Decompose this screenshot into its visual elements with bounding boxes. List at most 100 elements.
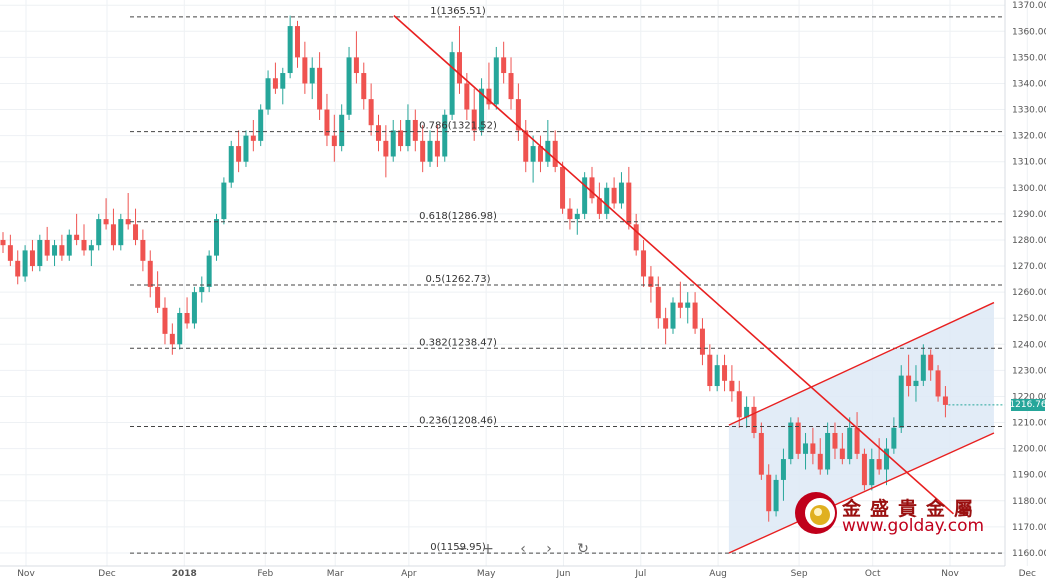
trend-lines (393, 15, 1005, 554)
candle-body (361, 73, 367, 100)
candle-body (523, 130, 529, 162)
candle-body (74, 234, 80, 240)
x-tick-label: Nov (941, 569, 959, 578)
candle-body (935, 370, 941, 397)
candle-body (405, 119, 411, 147)
candle-body (641, 250, 647, 277)
candle-body (29, 250, 35, 267)
candle-body (147, 260, 153, 287)
candle-body (707, 354, 713, 387)
x-tick-label: May (477, 569, 496, 578)
x-tick-label: Sep (791, 569, 808, 578)
x-tick-label: 2018 (172, 569, 197, 578)
y-tick-label: 1200.00 (1012, 445, 1046, 455)
candle-body (839, 448, 845, 460)
y-tick-label: 1270.00 (1012, 262, 1046, 272)
y-tick-label: 1310.00 (1012, 158, 1046, 168)
candle-body (832, 432, 838, 449)
reset-chart-button[interactable]: ↻ (577, 541, 589, 557)
candle-body (265, 78, 271, 110)
candle-body (677, 302, 683, 308)
zoom-out-button[interactable]: − (456, 541, 468, 557)
candle-body (618, 182, 624, 204)
x-tick-label: Aug (709, 569, 727, 578)
channel-fill (728, 302, 994, 553)
candle-body (685, 302, 691, 308)
y-tick-label: 1160.00 (1012, 549, 1046, 559)
y-tick-label: 1280.00 (1012, 236, 1046, 246)
candle-body (81, 239, 87, 251)
candle-body (884, 448, 890, 470)
y-tick-label: 1320.00 (1012, 132, 1046, 142)
candle-body (530, 146, 536, 162)
fib-level-label: 1(1365.51) (430, 6, 486, 17)
candle-body (177, 312, 183, 345)
zoom-in-button[interactable]: + (482, 541, 494, 557)
channel-area (728, 302, 994, 553)
x-axis: Nov Dec 2018 Feb Mar Apr May Jun Jul Aug Sep Oct Nov… (0, 565, 1036, 578)
candle-body (15, 260, 21, 277)
candle-body (427, 140, 433, 162)
y-tick-label: 1240.00 (1012, 340, 1046, 350)
candle-body (545, 140, 551, 162)
candle-body (287, 26, 293, 74)
candle-body (898, 375, 904, 428)
candle-body (788, 422, 794, 460)
candle-body (501, 57, 507, 74)
candle-body (891, 427, 897, 449)
candle-body (876, 459, 882, 470)
y-tick-label: 1170.00 (1012, 523, 1046, 533)
y-tick-label: 1260.00 (1012, 288, 1046, 298)
y-tick-label: 1180.00 (1012, 497, 1046, 507)
candle-body (508, 73, 514, 100)
channel-upper-line (728, 301, 995, 426)
candle-body (280, 73, 286, 89)
scroll-right-button[interactable]: › (546, 541, 552, 557)
x-tick-label: Feb (257, 569, 273, 578)
candle-body (751, 406, 757, 433)
candle-body (493, 57, 499, 105)
candle-body (236, 146, 242, 162)
candle-body (486, 88, 492, 105)
candle-body (155, 286, 161, 308)
candlesticks (0, 15, 948, 522)
candle-body (611, 187, 617, 204)
y-axis: 1160.00 1170.00 1180.00 1190.00 1200.00 1210.… (1004, 0, 1046, 566)
candle-body (52, 245, 58, 256)
candle-body (714, 365, 720, 387)
candle-body (663, 318, 669, 329)
candle-body (920, 354, 926, 381)
candle-body (692, 302, 698, 329)
candle-body (515, 99, 521, 131)
candle-body (66, 234, 72, 256)
y-tick-label: 1350.00 (1012, 53, 1046, 63)
candle-body (390, 130, 396, 157)
candle-body (582, 177, 588, 214)
candle-body (604, 187, 610, 214)
candle-body (110, 224, 116, 246)
candle-body (633, 224, 639, 251)
candle-body (324, 109, 330, 136)
golday-logo: 金盛貴金屬 www.golday.com (794, 490, 994, 538)
fib-level-label: 0.5(1262.73) (425, 274, 490, 285)
candle-body (368, 99, 374, 126)
candle-body (722, 365, 728, 381)
candle-body (854, 427, 860, 454)
y-tick-label: 1300.00 (1012, 184, 1046, 194)
candle-body (928, 354, 934, 371)
candle-body (22, 250, 28, 277)
candle-body (648, 276, 654, 287)
candle-body (817, 453, 823, 470)
candle-body (59, 245, 65, 256)
scroll-left-button[interactable]: ‹ (520, 541, 526, 557)
brand-name-cn: 金盛貴金屬 (842, 498, 983, 520)
y-tick-label: 1360.00 (1012, 27, 1046, 37)
x-tick-label: Apr (401, 569, 417, 578)
y-tick-label: 1340.00 (1012, 79, 1046, 89)
candle-body (780, 459, 786, 480)
candle-body (434, 140, 440, 157)
candle-body (375, 125, 381, 141)
candle-body (699, 328, 705, 355)
candle-body (626, 182, 632, 225)
